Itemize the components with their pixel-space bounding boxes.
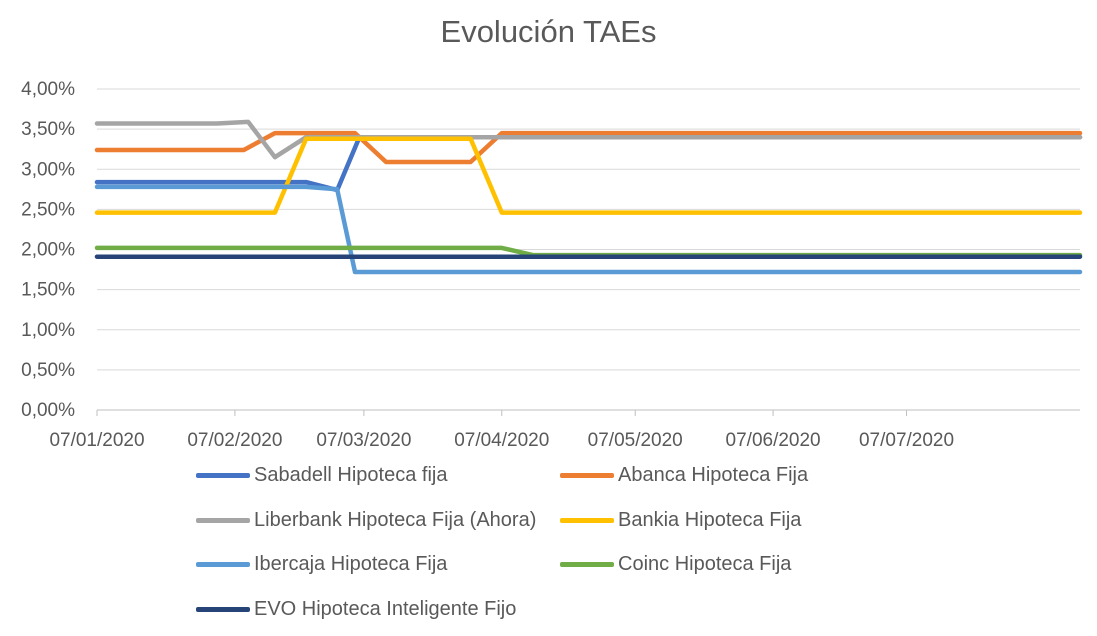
x-tick-label: 07/05/2020 — [588, 430, 683, 451]
x-tick-label: 07/06/2020 — [726, 430, 821, 451]
y-axis-tick-labels: 0,00% 0,50% 1,00% 1,50% 2,00% 2,50% 3,00% 3,50%… — [21, 79, 75, 421]
legend-swatch — [196, 517, 250, 523]
legend-swatch — [560, 472, 614, 478]
y-tick-label: 1,00% — [21, 320, 75, 341]
legend-swatch — [196, 472, 250, 478]
x-tick-label: 07/02/2020 — [187, 430, 282, 451]
y-tick-label: 2,00% — [21, 240, 75, 261]
series-line-5 — [94, 184, 1083, 275]
legend-item-2: Abanca Hipoteca Fija — [560, 460, 808, 490]
x-tick-label: 07/03/2020 — [316, 430, 411, 451]
y-tick-label: 0,50% — [21, 360, 75, 381]
series-line-4 — [94, 136, 1083, 215]
series-line-6 — [94, 245, 1083, 258]
legend-label: Sabadell Hipoteca fija — [254, 463, 448, 486]
x-tick-label: 07/07/2020 — [859, 430, 954, 451]
legend-swatch — [560, 517, 614, 523]
legend-label: Ibercaja Hipoteca Fija — [254, 552, 448, 575]
legend-swatch — [560, 561, 614, 567]
legend-label: Bankia Hipoteca Fija — [618, 508, 802, 531]
legend-label: Coinc Hipoteca Fija — [618, 552, 792, 575]
y-tick-label: 0,00% — [21, 400, 75, 421]
legend-label: Abanca Hipoteca Fija — [618, 463, 809, 486]
x-axis: 07/01/2020 07/02/2020 07/03/2020 07/04/2020… — [49, 409, 1080, 451]
series-line-1 — [94, 134, 1083, 193]
y-tick-label: 1,50% — [21, 280, 75, 301]
legend-item-5: Ibercaja Hipoteca Fija — [196, 549, 447, 579]
legend-swatch — [196, 561, 250, 567]
legend-label: EVO Hipoteca Inteligente Fijo — [254, 597, 517, 620]
legend-item-1: Sabadell Hipoteca fija — [196, 460, 447, 490]
legend-swatch — [196, 606, 250, 612]
chart-title: Evolución TAEs — [440, 14, 657, 49]
y-tick-label: 4,00% — [21, 79, 75, 100]
legend-item-7: EVO Hipoteca Inteligente Fijo — [196, 594, 516, 624]
legend-item-3: Liberbank Hipoteca Fija (Ahora) — [196, 505, 536, 535]
legend-label: Liberbank Hipoteca Fija (Ahora) — [254, 508, 537, 531]
legend-item-6: Coinc Hipoteca Fija — [560, 549, 791, 579]
y-tick-label: 2,50% — [21, 199, 75, 220]
x-tick-label: 07/04/2020 — [454, 430, 549, 451]
x-tick-label: 07/01/2020 — [49, 430, 144, 451]
legend-item-4: Bankia Hipoteca Fija — [560, 505, 801, 535]
y-tick-label: 3,00% — [21, 159, 75, 180]
line-chart: 0,00% 0,50% 1,00% 1,50% 2,00% 2,50% 3,00% 3,50%… — [21, 79, 1083, 451]
series-lines — [94, 119, 1083, 275]
y-tick-label: 3,50% — [21, 119, 75, 140]
